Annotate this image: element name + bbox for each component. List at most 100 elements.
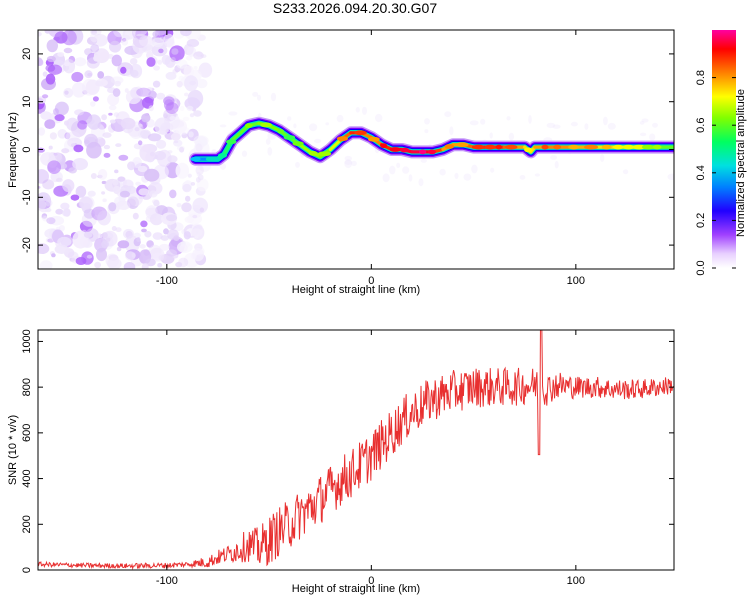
spectrogram-noise-blob bbox=[171, 48, 179, 55]
spectrogram-noise-blob bbox=[157, 262, 163, 268]
x-tick-label: 0 bbox=[368, 575, 374, 587]
spectrogram-ridge-core bbox=[230, 131, 243, 142]
spectrogram-noise-blob bbox=[184, 75, 199, 92]
spectrogram-noise-blob bbox=[195, 165, 204, 176]
spectrogram-noise-blob bbox=[139, 35, 153, 47]
spectrogram-ridge-hotspot bbox=[541, 144, 549, 150]
spectrogram-noise-blob bbox=[158, 48, 164, 54]
spectrogram-noise-blob bbox=[109, 119, 116, 124]
spectrogram-noise-blob bbox=[45, 207, 52, 213]
spectrogram-noise-blob bbox=[184, 92, 189, 97]
spectrogram-noise-blob bbox=[167, 229, 179, 240]
spectrogram-noise-blob bbox=[148, 90, 157, 99]
spectrogram-noise-blob bbox=[70, 194, 80, 201]
spectrogram-ridge-hotspot bbox=[484, 144, 496, 150]
spectrogram-faint-blob bbox=[528, 115, 532, 124]
spectrogram-noise-blob bbox=[77, 120, 88, 130]
colorbar-tick-label: 0.6 bbox=[695, 118, 707, 133]
spectrogram-noise-blob bbox=[48, 145, 53, 150]
spectrogram-noise-blob bbox=[46, 217, 56, 225]
spectrogram-noise-blob bbox=[165, 71, 177, 80]
spectrogram-noise-blob bbox=[188, 131, 194, 138]
spectrogram-ridge-hotspot bbox=[244, 123, 253, 128]
spectrogram-noise-blob bbox=[55, 208, 64, 215]
spectrogram-noise-blob bbox=[115, 143, 122, 148]
spectrogram-noise-blob bbox=[73, 144, 84, 153]
spectrogram-noise-blob bbox=[141, 113, 151, 123]
spectrogram-noise-blob bbox=[39, 260, 53, 269]
spectrogram-noise-blob bbox=[163, 99, 174, 111]
spectrogram-noise-blob bbox=[68, 167, 77, 174]
spectrogram-noise-blob bbox=[187, 173, 192, 178]
spectrogram-noise-blob bbox=[147, 87, 153, 92]
spectrogram-ridge-hotspot bbox=[354, 130, 367, 136]
spectrogram-ridge-hotspot bbox=[292, 141, 304, 147]
spectrogram-faint-blob bbox=[375, 113, 383, 123]
spectrogram-noise-blob bbox=[54, 114, 65, 122]
spectrogram-noise-blob bbox=[44, 119, 56, 129]
spectrogram-faint-blob bbox=[584, 123, 589, 130]
spectrogram-ridge bbox=[189, 116, 674, 166]
spectrogram-noise-blob bbox=[178, 257, 189, 268]
spectrogram-noise-blob bbox=[179, 244, 188, 252]
spectrogram-noise-blob bbox=[38, 147, 45, 153]
spectrogram-noise-blob bbox=[64, 62, 70, 67]
spectrogram-noise-blob bbox=[75, 257, 87, 265]
spectrogram-noise-blob bbox=[129, 58, 138, 65]
spectrogram-ridge-hotspot bbox=[308, 151, 318, 156]
spectrogram-noise-blob bbox=[101, 114, 107, 121]
spectrogram-noise-blob bbox=[114, 169, 119, 174]
spectrogram-noise-blob bbox=[161, 54, 171, 65]
spectrogram-noise-blob bbox=[176, 59, 188, 69]
spectrogram-noise-blob bbox=[83, 231, 93, 238]
spectrogram-ridge-hotspot bbox=[283, 135, 296, 140]
spectrogram-faint-blob bbox=[603, 116, 608, 126]
spectrogram-noise-blob bbox=[149, 151, 155, 157]
spectrogram-noise-blob bbox=[129, 63, 143, 79]
spectrogram-noise-blob bbox=[166, 249, 178, 257]
spectrogram-noise-blob bbox=[199, 207, 205, 213]
spectrogram-noise-blob bbox=[158, 254, 167, 262]
spectrogram-ridge-hotspot bbox=[652, 144, 662, 150]
spectrogram-noise bbox=[38, 30, 674, 269]
spectrogram-ridge-hotspot bbox=[642, 144, 655, 150]
spectrogram-faint-blob bbox=[344, 155, 352, 161]
spectrogram-ridge-hotspot bbox=[455, 142, 469, 148]
spectrogram-noise-blob bbox=[155, 30, 167, 36]
spectrogram-noise-blob bbox=[170, 133, 181, 141]
spectrogram-faint-blob bbox=[325, 122, 330, 126]
spectrogram-noise-blob bbox=[122, 30, 136, 40]
spectrogram-faint-blob bbox=[228, 111, 238, 116]
spectrogram-noise-blob bbox=[117, 240, 130, 249]
spectrogram-faint-blob bbox=[471, 164, 478, 174]
spectrogram-faint-blob bbox=[607, 122, 616, 130]
spectrogram-y-label: Frequency (Hz) bbox=[7, 112, 19, 188]
spectrogram-noise-blob bbox=[198, 62, 213, 78]
spectrogram-noise-blob bbox=[38, 31, 42, 37]
y-tick-label: 20 bbox=[21, 48, 33, 60]
spectrogram-ridge-hotspot bbox=[601, 144, 612, 150]
spectrogram-noise-blob bbox=[116, 246, 122, 252]
spectrogram-faint-blob bbox=[219, 162, 227, 170]
spectrogram-faint-blob bbox=[519, 175, 526, 180]
spectrogram-noise-blob bbox=[175, 126, 190, 135]
spectrogram-noise-blob bbox=[97, 169, 108, 180]
chart-title: S233.2026.094.20.30.G07 bbox=[273, 0, 437, 16]
spectrogram-noise-blob bbox=[78, 196, 93, 210]
spectrogram-noise-blob bbox=[114, 80, 121, 87]
spectrogram-faint-blob bbox=[480, 118, 486, 125]
spectrogram-ridge-hotspot bbox=[400, 147, 410, 153]
spectrogram-noise-blob bbox=[38, 243, 50, 254]
spectrogram-noise-blob bbox=[157, 59, 163, 65]
spectrogram-x-label: Height of straight line (km) bbox=[292, 284, 420, 296]
spectrogram-ridge-hotspot bbox=[317, 151, 332, 157]
spectrogram-noise-blob bbox=[108, 112, 113, 116]
spectrogram-x-ticks: -100 0 100 bbox=[156, 30, 585, 287]
spectrogram-noise-blob bbox=[102, 132, 112, 138]
spectrogram-noise-blob bbox=[103, 144, 111, 150]
spectrogram-noise-blob bbox=[136, 87, 152, 97]
spectrogram-faint-blob bbox=[506, 116, 511, 121]
spectrogram-noise-blob bbox=[115, 227, 122, 233]
spectrogram-noise-blob bbox=[166, 214, 178, 222]
